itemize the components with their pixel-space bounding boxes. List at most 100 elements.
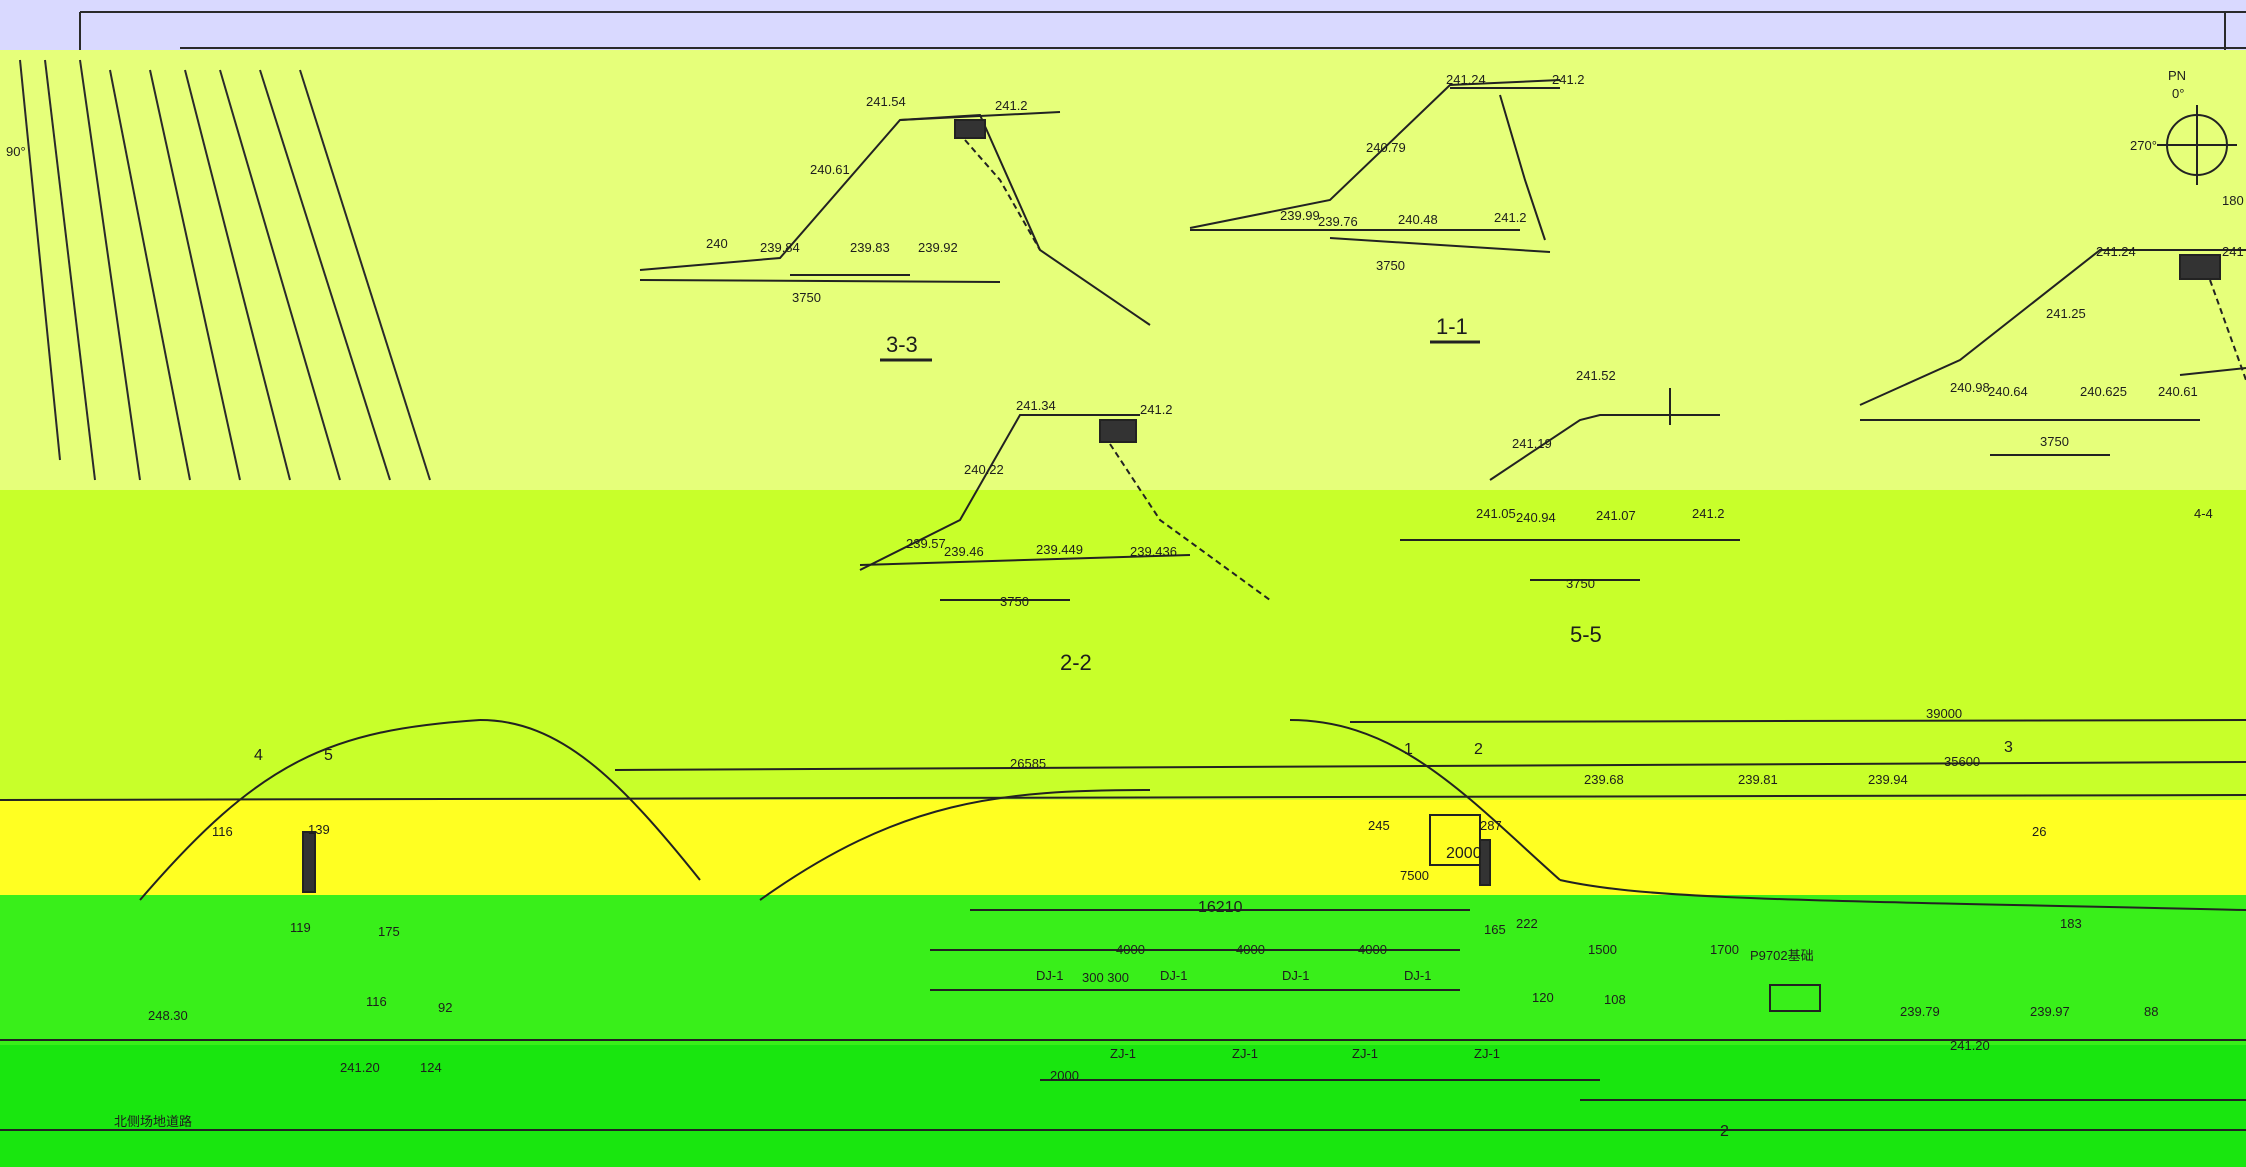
plan-dim-4000-b: 4000	[1236, 942, 1265, 957]
band-top	[0, 0, 2246, 50]
band-green	[0, 895, 2246, 1045]
plan-elev-g: 241.20	[340, 1060, 380, 1075]
s44-elev-b3: 240.625	[2080, 384, 2127, 399]
plan-zj1-c: ZJ-1	[1352, 1046, 1378, 1061]
s33-elev-b2: 239.83	[850, 240, 890, 255]
plan-num-116: 116	[366, 994, 387, 1009]
s33-elev-left: 240	[706, 236, 728, 251]
plan-marker-3: 3	[2004, 739, 2013, 756]
plan-dim-1700: 1700	[1710, 942, 1739, 957]
plan-dj1-d: DJ-1	[1404, 968, 1431, 983]
plan-dim-left: 26585	[1010, 756, 1046, 771]
s44-elev-b1: 240.98	[1950, 380, 1990, 395]
plan-zj1-b: ZJ-1	[1232, 1046, 1258, 1061]
section-4-4	[1859, 249, 2246, 456]
plan-marker-2: 2	[1474, 741, 1483, 758]
section-5-5	[1400, 388, 1740, 581]
plan-zj1-a: ZJ-1	[1110, 1046, 1136, 1061]
plan-marker-5: 5	[324, 747, 333, 764]
plan-dim-right: 35600	[1944, 754, 1980, 769]
band-yellow-green	[0, 50, 2246, 490]
plan-elev-e: 239.97	[2030, 1004, 2070, 1019]
s22-elev-right: 241.2	[1140, 402, 1173, 417]
plan-num-139: 139	[308, 822, 330, 837]
compass-north-label: PN	[2168, 68, 2186, 83]
s22-title: 2-2	[1060, 650, 1092, 675]
plan-elev-c: 239.94	[1868, 772, 1908, 787]
plan-num-124: 124	[420, 1060, 442, 1075]
s11-elev-b4: 241.2	[1494, 210, 1527, 225]
s55-elev-b2: 240.94	[1516, 510, 1556, 525]
plan-num-245: 245	[1368, 818, 1390, 833]
s55-elev-b4: 241.2	[1692, 506, 1725, 521]
s44-elev-b2: 240.64	[1988, 384, 2028, 399]
plan-dim-mid: 16210	[1198, 899, 1243, 916]
plan-dim-4000-a: 4000	[1116, 942, 1145, 957]
plan-elev-f: 241.20	[1950, 1038, 1990, 1053]
s22-elev-b4: 239.436	[1130, 544, 1177, 559]
s55-elev-top: 241.52	[1576, 368, 1616, 383]
plan-dj1-a: DJ-1	[1036, 968, 1063, 983]
plan-dim-7500: 7500	[1400, 868, 1429, 883]
s33-elev-right: 241.2	[995, 98, 1028, 113]
plan-dj1-c: DJ-1	[1282, 968, 1309, 983]
s11-elev-top: 241.24	[1446, 72, 1486, 87]
s55-elev-b3: 241.07	[1596, 508, 1636, 523]
s22-elev-top: 241.34	[1016, 398, 1056, 413]
s11-elev-b3: 240.48	[1398, 212, 1438, 227]
plan-dim-300: 300 300	[1082, 970, 1129, 985]
plan-marker-2b: 2	[1720, 1123, 1729, 1140]
site-plan-lines	[0, 719, 2246, 1131]
s33-elev-slope: 240.61	[810, 162, 850, 177]
s33-elev-b3: 239.92	[918, 240, 958, 255]
s44-elev-slope: 241.25	[2046, 306, 2086, 321]
plan-num-119: 119	[290, 920, 311, 935]
plan-bottom-note: 北侧场地道路	[114, 1114, 192, 1129]
compass-deg-270: 270°	[2130, 138, 2157, 153]
section-3-3	[639, 111, 1151, 326]
plan-num-183: 183	[2060, 916, 2082, 931]
plan-num-108: 108	[1604, 992, 1626, 1007]
plan-marker-1: 1	[1404, 741, 1413, 758]
plan-num-120: 120	[1532, 990, 1554, 1005]
s33-elev-top: 241.54	[866, 94, 906, 109]
s33-title: 3-3	[886, 332, 918, 357]
plan-dim-4000-c: 4000	[1358, 942, 1387, 957]
s22-elev-b2: 239.46	[944, 544, 984, 559]
s11-dim: 3750	[1376, 258, 1405, 273]
plan-dj1-b: DJ-1	[1160, 968, 1187, 983]
plan-num-175: 175	[378, 924, 400, 939]
north-compass: PN 0° 270° 180 90°	[6, 68, 2244, 208]
plan-dim-total: 39000	[1926, 706, 1962, 721]
s22-elev-slope: 240.22	[964, 462, 1004, 477]
band-lime	[0, 490, 2246, 800]
compass-deg-90: 90°	[6, 144, 26, 159]
s44-elev-top: 241.24	[2096, 244, 2136, 259]
s11-elev-right: 241.2	[1552, 72, 1585, 87]
plan-p9702: P9702基础	[1750, 948, 1814, 963]
s11-title: 1-1	[1436, 314, 1468, 339]
band-yellow	[0, 800, 2246, 895]
band-green-dark	[0, 1045, 2246, 1167]
s55-elev-b1: 241.05	[1476, 506, 1516, 521]
s55-title: 5-5	[1570, 622, 1602, 647]
plan-dim-1500: 1500	[1588, 942, 1617, 957]
s33-dim: 3750	[792, 290, 821, 305]
s22-elev-b3: 239.449	[1036, 542, 1083, 557]
s11-elev-b1: 239.99	[1280, 208, 1320, 223]
plan-dim-2000: 2000	[1446, 845, 1482, 862]
section-1-1	[1189, 79, 1561, 253]
plan-num-116b: 116	[212, 824, 233, 839]
plan-dim-2000b: 2000	[1050, 1068, 1079, 1083]
s44-elev-right: 241	[2222, 244, 2244, 259]
s22-elev-b1: 239.57	[906, 536, 946, 551]
plan-elev-h: 248.30	[148, 1008, 188, 1023]
compass-deg-0: 0°	[2172, 86, 2184, 101]
s11-elev-b2: 239.76	[1318, 214, 1358, 229]
plan-num-92: 92	[438, 1000, 452, 1015]
plan-marker-4: 4	[254, 747, 263, 764]
plan-num-222: 222	[1516, 916, 1538, 931]
s55-elev-slope: 241.19	[1512, 436, 1552, 451]
